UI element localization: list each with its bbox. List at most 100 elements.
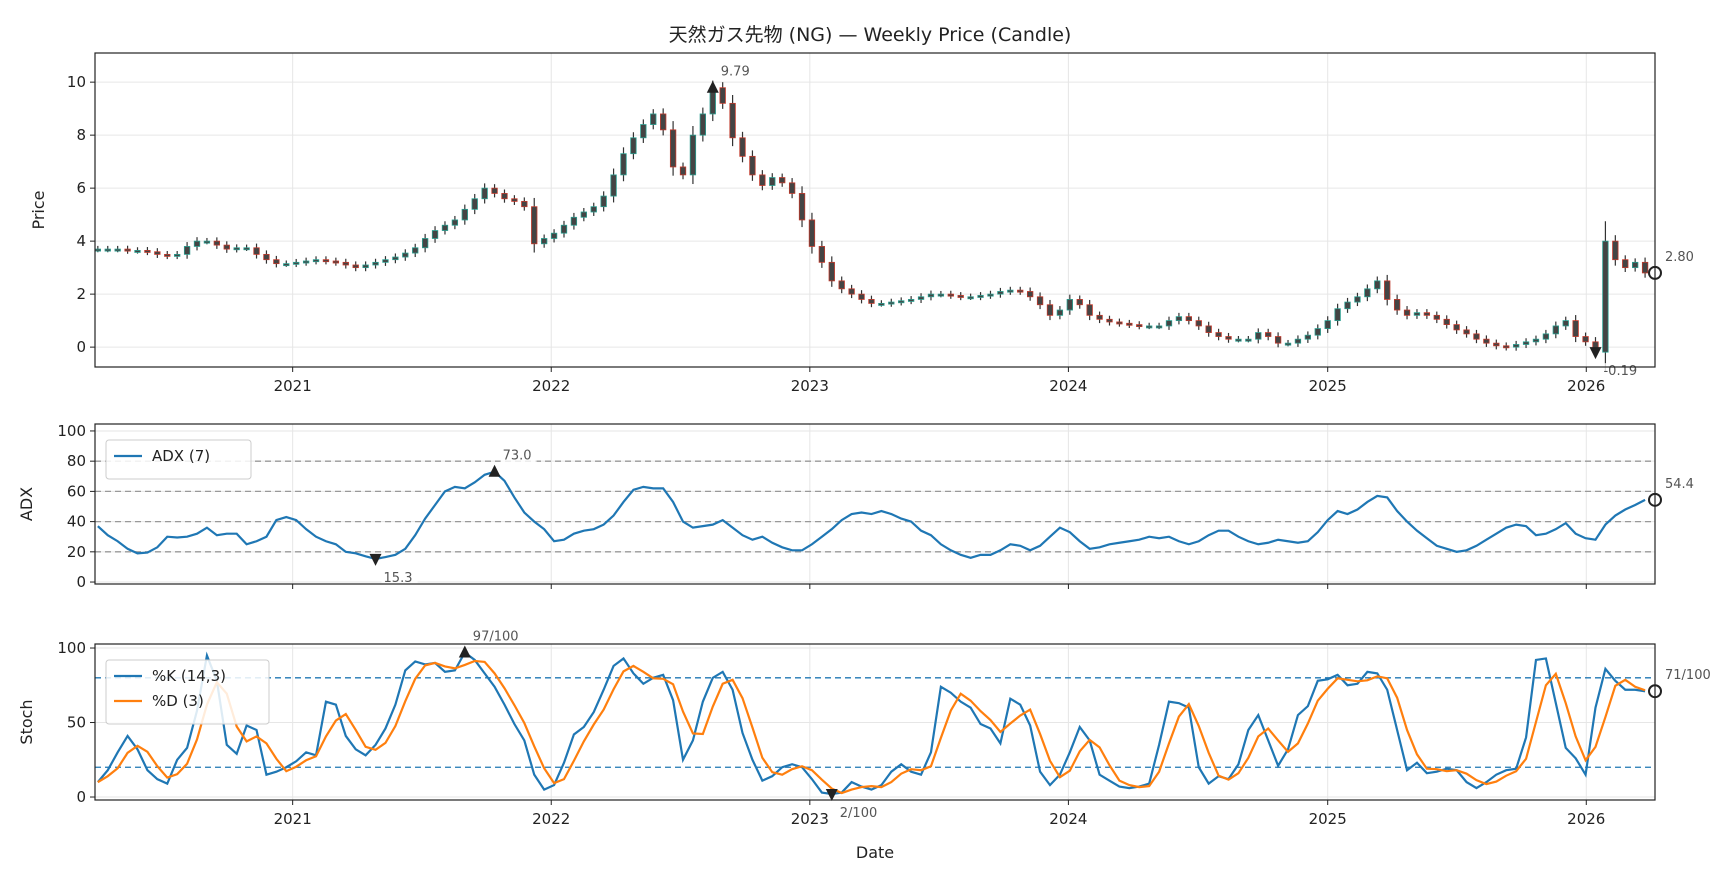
x-tick-label: 2021 xyxy=(274,377,312,395)
candle xyxy=(1384,280,1391,300)
candle xyxy=(699,113,706,136)
annotation-label-bg xyxy=(381,569,418,585)
candle xyxy=(1304,334,1312,340)
candle xyxy=(1185,316,1192,322)
candle xyxy=(1225,336,1232,340)
candle xyxy=(1641,261,1649,274)
candle xyxy=(927,293,935,298)
candle xyxy=(134,250,141,253)
candle xyxy=(1205,325,1212,333)
candle xyxy=(818,246,826,263)
candle xyxy=(263,253,270,261)
candle xyxy=(1622,259,1629,269)
candle xyxy=(640,124,647,139)
candle xyxy=(521,200,528,208)
candle xyxy=(1632,261,1639,269)
panel-stoch: 0 50 100 2021 2022 2023 2024 2025 2026 Stoch 97/10… xyxy=(17,628,1711,828)
candle xyxy=(1473,333,1480,340)
candle xyxy=(392,256,399,261)
candle xyxy=(858,293,865,300)
candle xyxy=(1284,342,1292,346)
candle xyxy=(947,293,954,297)
x-tick-label: 2025 xyxy=(1309,377,1347,395)
candle xyxy=(1155,325,1163,329)
candle xyxy=(144,250,151,253)
candle xyxy=(461,208,468,221)
candle xyxy=(1364,288,1371,298)
legend: %K (14,3) %D (3) xyxy=(105,659,270,725)
candle xyxy=(531,206,538,245)
candle xyxy=(600,195,607,208)
max-marker-triangle-up-icon xyxy=(706,80,719,93)
candle xyxy=(1403,309,1411,316)
y-tick-label: 4 xyxy=(76,232,86,250)
candle xyxy=(1503,345,1510,349)
candle xyxy=(888,301,895,305)
x-axis-label: Date xyxy=(856,843,894,862)
candle xyxy=(769,177,776,186)
candle xyxy=(838,280,845,290)
candle xyxy=(451,219,459,226)
min-marker-triangle-down-icon xyxy=(825,789,838,802)
candle xyxy=(977,295,984,298)
candle xyxy=(124,248,131,252)
candle xyxy=(878,303,885,306)
annotation-label-bg xyxy=(718,63,755,79)
candle xyxy=(293,261,300,265)
y-tick-label: 2 xyxy=(76,285,86,303)
candle xyxy=(382,259,389,263)
y-tick-label: 100 xyxy=(57,639,86,657)
candle xyxy=(937,293,945,297)
candle xyxy=(1443,318,1450,326)
candle xyxy=(541,238,548,245)
candle xyxy=(1294,338,1302,344)
candle xyxy=(362,264,369,269)
candle xyxy=(1046,304,1054,316)
candle xyxy=(1453,324,1460,331)
candle xyxy=(1374,280,1381,290)
max-label: 73.0 xyxy=(503,449,532,464)
candle xyxy=(481,187,488,200)
candle xyxy=(1066,299,1073,311)
min-marker-triangle-down-icon xyxy=(1589,347,1602,360)
candle xyxy=(511,198,518,202)
candle xyxy=(193,240,201,247)
candle xyxy=(1245,338,1252,342)
candle xyxy=(1106,318,1113,323)
candle xyxy=(1314,328,1321,336)
candle xyxy=(798,193,806,221)
adx-line xyxy=(97,470,1646,561)
candle xyxy=(352,264,359,269)
candle xyxy=(1582,336,1589,343)
max-label: 9.79 xyxy=(721,65,750,80)
candle xyxy=(1354,296,1361,303)
candle xyxy=(1036,296,1044,306)
candle xyxy=(1423,312,1431,316)
candle xyxy=(1195,320,1202,327)
legend-label: ADX (7) xyxy=(152,447,210,465)
candle xyxy=(679,166,687,176)
candle xyxy=(1146,325,1153,329)
candle xyxy=(570,216,578,226)
candle xyxy=(898,300,905,304)
candle xyxy=(213,240,221,246)
candle xyxy=(1126,322,1133,326)
max-label: 97/100 xyxy=(473,629,519,644)
candle xyxy=(749,155,756,176)
y-tick-label: 80 xyxy=(67,452,86,470)
candle xyxy=(580,211,587,218)
y-tick-label: 100 xyxy=(57,422,86,440)
y-axis-label: Stoch xyxy=(17,699,36,744)
candle xyxy=(1572,320,1579,337)
candle xyxy=(223,244,230,250)
candle xyxy=(342,261,349,266)
legend-label: %K (14,3) xyxy=(152,667,226,685)
x-tick-label: 2025 xyxy=(1309,810,1347,828)
candle xyxy=(967,296,974,300)
legend-label: %D (3) xyxy=(152,692,204,710)
candle xyxy=(1017,289,1024,293)
candle xyxy=(1393,299,1401,311)
candle xyxy=(154,251,161,255)
candle xyxy=(987,293,994,297)
